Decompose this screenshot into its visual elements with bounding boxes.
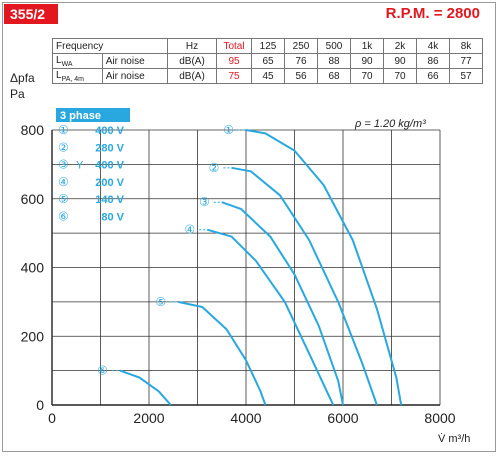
legend: 3 phase ① 400 V ② 280 V ③ Y 400 V ④ 200 V ⑤ 140 V ⑥… (56, 108, 130, 224)
curve-label-1: ① (223, 123, 234, 137)
legend-marker-6: ⑥ (58, 210, 69, 224)
legend-marker-2: ② (58, 140, 69, 154)
noise-row-lwa: LWA Air noise dB(A) 95 65 76 88 90 90 86… (52, 53, 483, 69)
x-tick-label: 8000 (424, 410, 455, 426)
legend-marker-1: ① (58, 123, 69, 137)
y-tick-label: 800 (21, 122, 45, 138)
legend-voltage-5: 140 V (95, 194, 124, 206)
legend-voltage-3: 400 V (95, 160, 124, 172)
grid (51, 129, 441, 406)
curve-1 (245, 129, 403, 406)
row-label: Air noise (101, 68, 169, 84)
legend-marker-4: ④ (58, 175, 69, 189)
legend-marker-3: ③ (58, 158, 69, 172)
curve-3 (221, 201, 344, 406)
cell: 56 (284, 68, 318, 84)
y-tick-label: 400 (21, 260, 45, 276)
curve-label-2: ② (209, 161, 220, 175)
x-tick-label: 4000 (230, 410, 261, 426)
curve-2 (231, 166, 378, 406)
curve-6 (119, 369, 172, 406)
legend-star-3: Y (76, 160, 84, 172)
y-tick-label: 0 (36, 397, 44, 413)
legend-voltage-1: 400 V (95, 125, 124, 137)
chart-frame (2, 2, 496, 452)
row-symbol: LWA (52, 53, 103, 69)
legend-title: 3 phase (60, 110, 101, 122)
legend-voltage-4: 200 V (95, 177, 124, 189)
curve-4 (206, 228, 335, 406)
y-axis-label: Δpfa (10, 71, 35, 85)
cell: 77 (449, 53, 483, 69)
legend-title-bg (56, 108, 130, 122)
ticks: 0 2000 4000 6000 8000 0 200 400 600 800 (21, 122, 456, 426)
noise-row-lpa: LPA, 4m Air noise dB(A) 75 45 56 68 70 7… (52, 68, 483, 84)
curve-label-4: ④ (184, 223, 195, 237)
x-tick-label: 2000 (133, 410, 164, 426)
legend-items: ① 400 V ② 280 V ③ Y 400 V ④ 200 V ⑤ 140 V ⑥ 80 V (58, 123, 125, 224)
curve-label-6: ⑥ (97, 364, 108, 378)
curves: ① ② ③④ ⑤ ⑥ (97, 123, 403, 406)
density-note: ρ = 1.20 kg/m³ (354, 118, 426, 130)
x-tick-label: 6000 (327, 410, 358, 426)
cell: 57 (449, 68, 483, 84)
cell: 70 (350, 68, 384, 84)
x-tick-label: 0 (48, 410, 56, 426)
legend-voltage-6: 80 V (101, 212, 124, 224)
legend-voltage-2: 280 V (95, 142, 124, 154)
y-axis-unit: Pa (10, 87, 25, 101)
legend-marker-5: ⑤ (58, 192, 69, 206)
x-axis-label: V̇ m³/h (438, 432, 470, 445)
noise-table-header: Frequency Hz Total 125 250 500 1k 2k 4k … (52, 38, 483, 54)
model-badge: 355/2 (4, 4, 58, 24)
y-tick-label: 200 (21, 328, 45, 344)
rpm-label: R.P.M. = 2800 (385, 5, 480, 22)
noise-table: Frequency Hz Total 125 250 500 1k 2k 4k … (52, 38, 483, 84)
y-tick-label: 600 (21, 191, 45, 207)
curve-label-3: ③ (199, 195, 210, 209)
row-label: Air noise (101, 53, 169, 69)
curve-label-5: ⑤ (155, 295, 166, 309)
curve-5 (177, 300, 267, 406)
